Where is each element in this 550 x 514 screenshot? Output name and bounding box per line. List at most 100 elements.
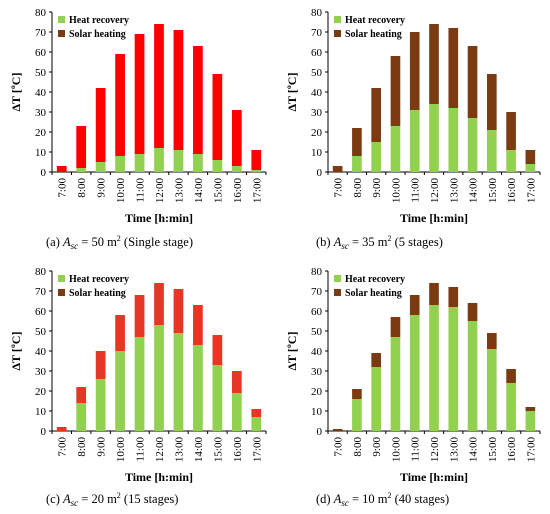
bar-solar-heating [251, 150, 262, 170]
bar-solar-heating [467, 303, 478, 321]
y-tick-label: 60 [311, 306, 323, 318]
y-tick-label: 0 [317, 167, 323, 179]
bar-heat-recovery [193, 345, 203, 431]
bar-heat-recovery [448, 108, 459, 172]
bar-solar-heating [448, 287, 459, 307]
x-tick-label: 16:00 [506, 437, 518, 463]
bar-heat-recovery [487, 349, 497, 431]
bar-heat-recovery [429, 305, 439, 431]
x-tick-label: 16:00 [506, 178, 518, 204]
bar-solar-heating [352, 389, 362, 399]
bar-solar-heating [193, 46, 203, 154]
bar-heat-recovery [134, 337, 145, 431]
bar-heat-recovery [429, 104, 439, 172]
x-tick-label: 14:00 [193, 437, 205, 463]
chart-panel-c: 0 10 20 30 40 50 60 70 80 7:00 8:00 9:00 10:00 11:00 1… [9, 266, 267, 508]
bar-heat-recovery [409, 110, 420, 172]
bar-solar-heating [134, 34, 145, 154]
y-tick-label: 80 [35, 7, 47, 19]
bar-heat-recovery [390, 126, 401, 172]
bar-solar-heating [352, 128, 362, 156]
bar-solar-heating [212, 335, 223, 365]
bar-heat-recovery [487, 130, 497, 172]
bar-solar-heating [231, 371, 242, 393]
x-tick-label: 9:00 [96, 178, 108, 198]
bar-solar-heating [134, 295, 145, 337]
bar-heat-recovery [76, 168, 87, 172]
x-tick-label: 7:00 [333, 178, 345, 198]
bar-heat-recovery [506, 150, 516, 172]
bar-solar-heating [371, 353, 381, 367]
bar-solar-heating [212, 74, 223, 160]
y-tick-label: 60 [311, 47, 323, 59]
legend-label-heat-recovery: Heat recovery [69, 274, 129, 285]
y-tick-label: 0 [41, 426, 47, 438]
bar-heat-recovery [352, 399, 362, 431]
legend-label-heat-recovery: Heat recovery [69, 15, 129, 26]
x-tick-label: 14:00 [468, 178, 480, 204]
x-tick-label: 11:00 [410, 178, 422, 203]
y-tick-label: 70 [311, 286, 323, 298]
bar-heat-recovery [467, 321, 478, 431]
x-tick-label: 8:00 [76, 178, 88, 198]
bar-solar-heating [115, 315, 125, 351]
bar-heat-recovery [212, 365, 223, 431]
bar-solar-heating [332, 429, 343, 431]
legend-label-solar-heating: Solar heating [345, 29, 402, 40]
y-tick-label: 10 [35, 147, 47, 159]
y-tick-label: 10 [35, 406, 47, 418]
x-tick-label: 11:00 [135, 437, 147, 462]
y-tick-label: 0 [41, 167, 47, 179]
x-tick-label: 13:00 [448, 437, 460, 463]
y-tick-label: 20 [35, 127, 47, 139]
x-tick-label: 14:00 [468, 437, 480, 463]
y-axis-title: ΔT [ºC] [9, 332, 23, 371]
y-tick-label: 20 [311, 386, 323, 398]
chart-panel-d: 0 10 20 30 40 50 60 70 80 7:00 8:00 9:00 10:00 11:00 1… [285, 266, 541, 508]
bar-heat-recovery [173, 333, 184, 431]
x-tick-label: 17:00 [251, 437, 263, 463]
legend-label-heat-recovery: Heat recovery [345, 15, 405, 26]
x-tick-label: 13:00 [173, 178, 185, 204]
bar-solar-heating [231, 110, 242, 166]
x-tick-label: 12:00 [429, 437, 441, 463]
y-tick-label: 50 [311, 326, 323, 338]
y-tick-label: 60 [35, 47, 47, 59]
x-tick-label: 15:00 [487, 437, 499, 463]
bar-heat-recovery [251, 417, 262, 431]
y-tick-label: 10 [311, 147, 323, 159]
y-tick-label: 70 [35, 286, 47, 298]
x-tick-label: 17:00 [525, 437, 537, 463]
x-tick-label: 10:00 [390, 178, 402, 204]
legend-swatch-heat-recovery [58, 275, 65, 282]
bar-heat-recovery [390, 337, 401, 431]
x-tick-label: 15:00 [212, 178, 224, 204]
bar-solar-heating [154, 283, 164, 325]
legend-swatch-heat-recovery [334, 275, 341, 282]
bar-heat-recovery [371, 367, 381, 431]
bar-solar-heating [390, 56, 401, 126]
bar-heat-recovery [154, 325, 164, 431]
x-axis-title: Time [h:min] [125, 211, 193, 225]
y-tick-label: 0 [317, 426, 323, 438]
y-tick-label: 50 [311, 67, 323, 79]
chart-panel-b: 0 10 20 30 40 50 60 70 80 7:00 8:00 9:00 10:00 11:00 1… [285, 7, 541, 251]
x-tick-label: 14:00 [193, 178, 205, 204]
x-tick-label: 17:00 [525, 178, 537, 204]
x-tick-label: 15:00 [487, 178, 499, 204]
x-tick-label: 16:00 [232, 178, 244, 204]
bar-heat-recovery [525, 411, 536, 431]
x-tick-label: 9:00 [96, 437, 108, 457]
y-tick-label: 80 [311, 7, 323, 19]
y-tick-label: 70 [311, 27, 323, 39]
bar-heat-recovery [134, 154, 145, 172]
y-tick-label: 40 [35, 346, 47, 358]
x-tick-label: 11:00 [410, 437, 422, 462]
y-axis-title: ΔT [ºC] [285, 332, 299, 371]
bar-heat-recovery [231, 393, 242, 431]
bar-heat-recovery [193, 154, 203, 172]
bar-solar-heating [487, 74, 497, 130]
bar-solar-heating [76, 126, 87, 168]
bar-heat-recovery [95, 379, 106, 431]
